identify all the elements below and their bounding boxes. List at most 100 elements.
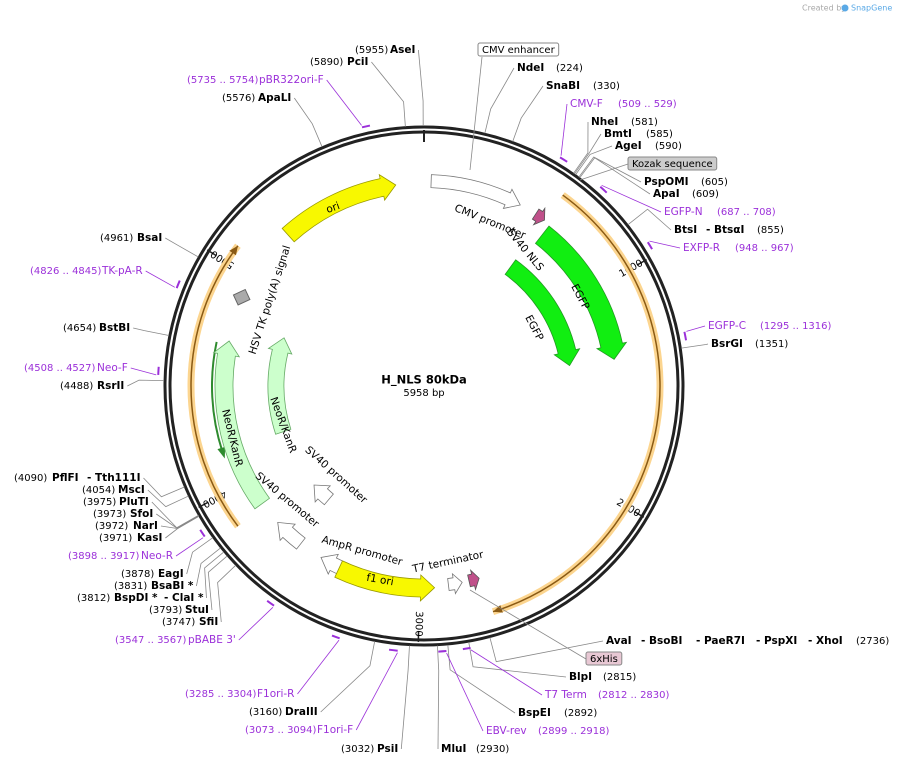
site-name: SfiI bbox=[199, 616, 218, 628]
leader-line bbox=[447, 653, 483, 731]
site-name: PciI bbox=[347, 56, 368, 68]
site-name: - ClaI * bbox=[164, 592, 204, 604]
leader-line bbox=[470, 57, 482, 170]
site-name: ApaLI bbox=[258, 92, 291, 104]
feature-label: T7 terminator bbox=[410, 548, 485, 575]
site-position: (2736) bbox=[856, 636, 889, 647]
plasmid-size: 5958 bp bbox=[403, 388, 444, 399]
site-position: (2930) bbox=[476, 744, 509, 755]
leader-line bbox=[218, 565, 236, 622]
site-position: (3878) bbox=[121, 569, 154, 580]
feature-label: HSV TK poly(A) signal bbox=[247, 244, 294, 356]
site-position: (3812) bbox=[77, 593, 110, 604]
leader-line bbox=[146, 271, 175, 287]
site-position: (5576) bbox=[222, 93, 255, 104]
feature-label: EGFP bbox=[522, 313, 545, 343]
leader-line bbox=[165, 238, 198, 257]
primer-range: (2812 .. 2830) bbox=[598, 690, 670, 701]
site-position: (3971) bbox=[99, 533, 132, 544]
site-name: StuI bbox=[185, 604, 209, 616]
leader-line bbox=[239, 607, 273, 640]
orf-head bbox=[217, 447, 225, 459]
primer-name: EBV-rev bbox=[486, 725, 527, 737]
feature-box bbox=[233, 290, 249, 305]
site-name: PflFI bbox=[52, 472, 79, 484]
leader-line bbox=[176, 538, 203, 556]
site-name: SnaBI bbox=[546, 80, 580, 92]
site-name: NarI bbox=[133, 520, 158, 532]
site-name: PluTI bbox=[119, 496, 149, 508]
site-name: BstBI bbox=[99, 322, 130, 334]
site-position: (2892) bbox=[564, 708, 597, 719]
primer-name: pBABE 3' bbox=[188, 634, 236, 646]
leader-line bbox=[152, 502, 199, 528]
feature-arrow bbox=[532, 208, 544, 225]
site-name: - BtsαI bbox=[706, 224, 744, 236]
ruler-label: 3000 bbox=[412, 611, 424, 637]
primer-mark bbox=[463, 648, 471, 649]
primer-name: CMV-F bbox=[570, 98, 603, 110]
site-name: AseI bbox=[390, 44, 415, 56]
site-position: (5890) bbox=[310, 57, 343, 68]
primer-mark bbox=[200, 530, 204, 537]
site-position: (581) bbox=[631, 117, 658, 128]
site-name: BspEI bbox=[518, 707, 551, 719]
site-name: PspOMI bbox=[644, 176, 689, 188]
site-name: MluI bbox=[441, 743, 466, 755]
feature-label: CMV enhancer bbox=[482, 45, 556, 56]
leader-line bbox=[371, 62, 405, 127]
primer-mark bbox=[560, 157, 567, 161]
primer-name: TK-pA-R bbox=[101, 265, 143, 277]
site-position: (330) bbox=[593, 81, 620, 92]
primer-range: (3547 .. 3567) bbox=[115, 635, 187, 646]
site-name: - PspXI bbox=[756, 635, 797, 647]
leader-line bbox=[469, 642, 566, 677]
primer-mark bbox=[389, 650, 398, 651]
leader-line bbox=[127, 380, 164, 386]
leader-line bbox=[513, 86, 543, 142]
feature-arrow bbox=[431, 175, 520, 209]
feature-label: SV40 promoter bbox=[303, 444, 370, 506]
credit-brand: SnapGene bbox=[851, 4, 892, 13]
site-position: (2815) bbox=[603, 672, 636, 683]
leader-line bbox=[448, 645, 515, 713]
site-position: (3831) bbox=[114, 581, 147, 592]
site-name: - PaeR7I bbox=[696, 635, 745, 647]
site-position: (3972) bbox=[95, 521, 128, 532]
site-position: (585) bbox=[646, 129, 673, 140]
leader-line bbox=[649, 241, 680, 248]
site-name: PsiI bbox=[377, 743, 398, 755]
site-name: - XhoI bbox=[808, 635, 843, 647]
leader-line bbox=[401, 646, 409, 749]
credit-prefix: Created by bbox=[802, 4, 846, 13]
plasmid-name: H_NLS 80kDa bbox=[381, 373, 467, 388]
site-position: (605) bbox=[701, 177, 728, 188]
leader-line bbox=[418, 50, 423, 126]
leader-line bbox=[576, 146, 612, 175]
site-position: (1351) bbox=[755, 339, 788, 350]
feature-label: Kozak sequence bbox=[632, 159, 713, 170]
feature-arrow bbox=[278, 522, 305, 549]
site-position: (3747) bbox=[162, 617, 195, 628]
leader-line bbox=[561, 104, 567, 156]
site-position: (590) bbox=[655, 141, 682, 152]
site-position: (4054) bbox=[82, 485, 115, 496]
site-name: BsaBI * bbox=[151, 580, 194, 592]
site-name: BlpI bbox=[569, 671, 592, 683]
site-position: (4488) bbox=[60, 381, 93, 392]
site-name: KasI bbox=[137, 532, 162, 544]
primer-range: (5735 .. 5754) bbox=[187, 75, 259, 86]
site-name: BtsI bbox=[674, 224, 697, 236]
leader-line bbox=[321, 641, 375, 712]
site-position: (3160) bbox=[249, 707, 282, 718]
feature-label: 6xHis bbox=[590, 654, 618, 665]
site-position: (3032) bbox=[341, 744, 374, 755]
primer-name: Neo-R bbox=[141, 550, 173, 562]
site-position: (609) bbox=[692, 189, 719, 200]
site-name: AgeI bbox=[615, 140, 642, 152]
leader-line bbox=[131, 368, 156, 375]
primer-mark bbox=[267, 601, 274, 606]
leader-line bbox=[297, 640, 339, 694]
site-position: (855) bbox=[757, 225, 784, 236]
site-name: RsrII bbox=[97, 380, 124, 392]
